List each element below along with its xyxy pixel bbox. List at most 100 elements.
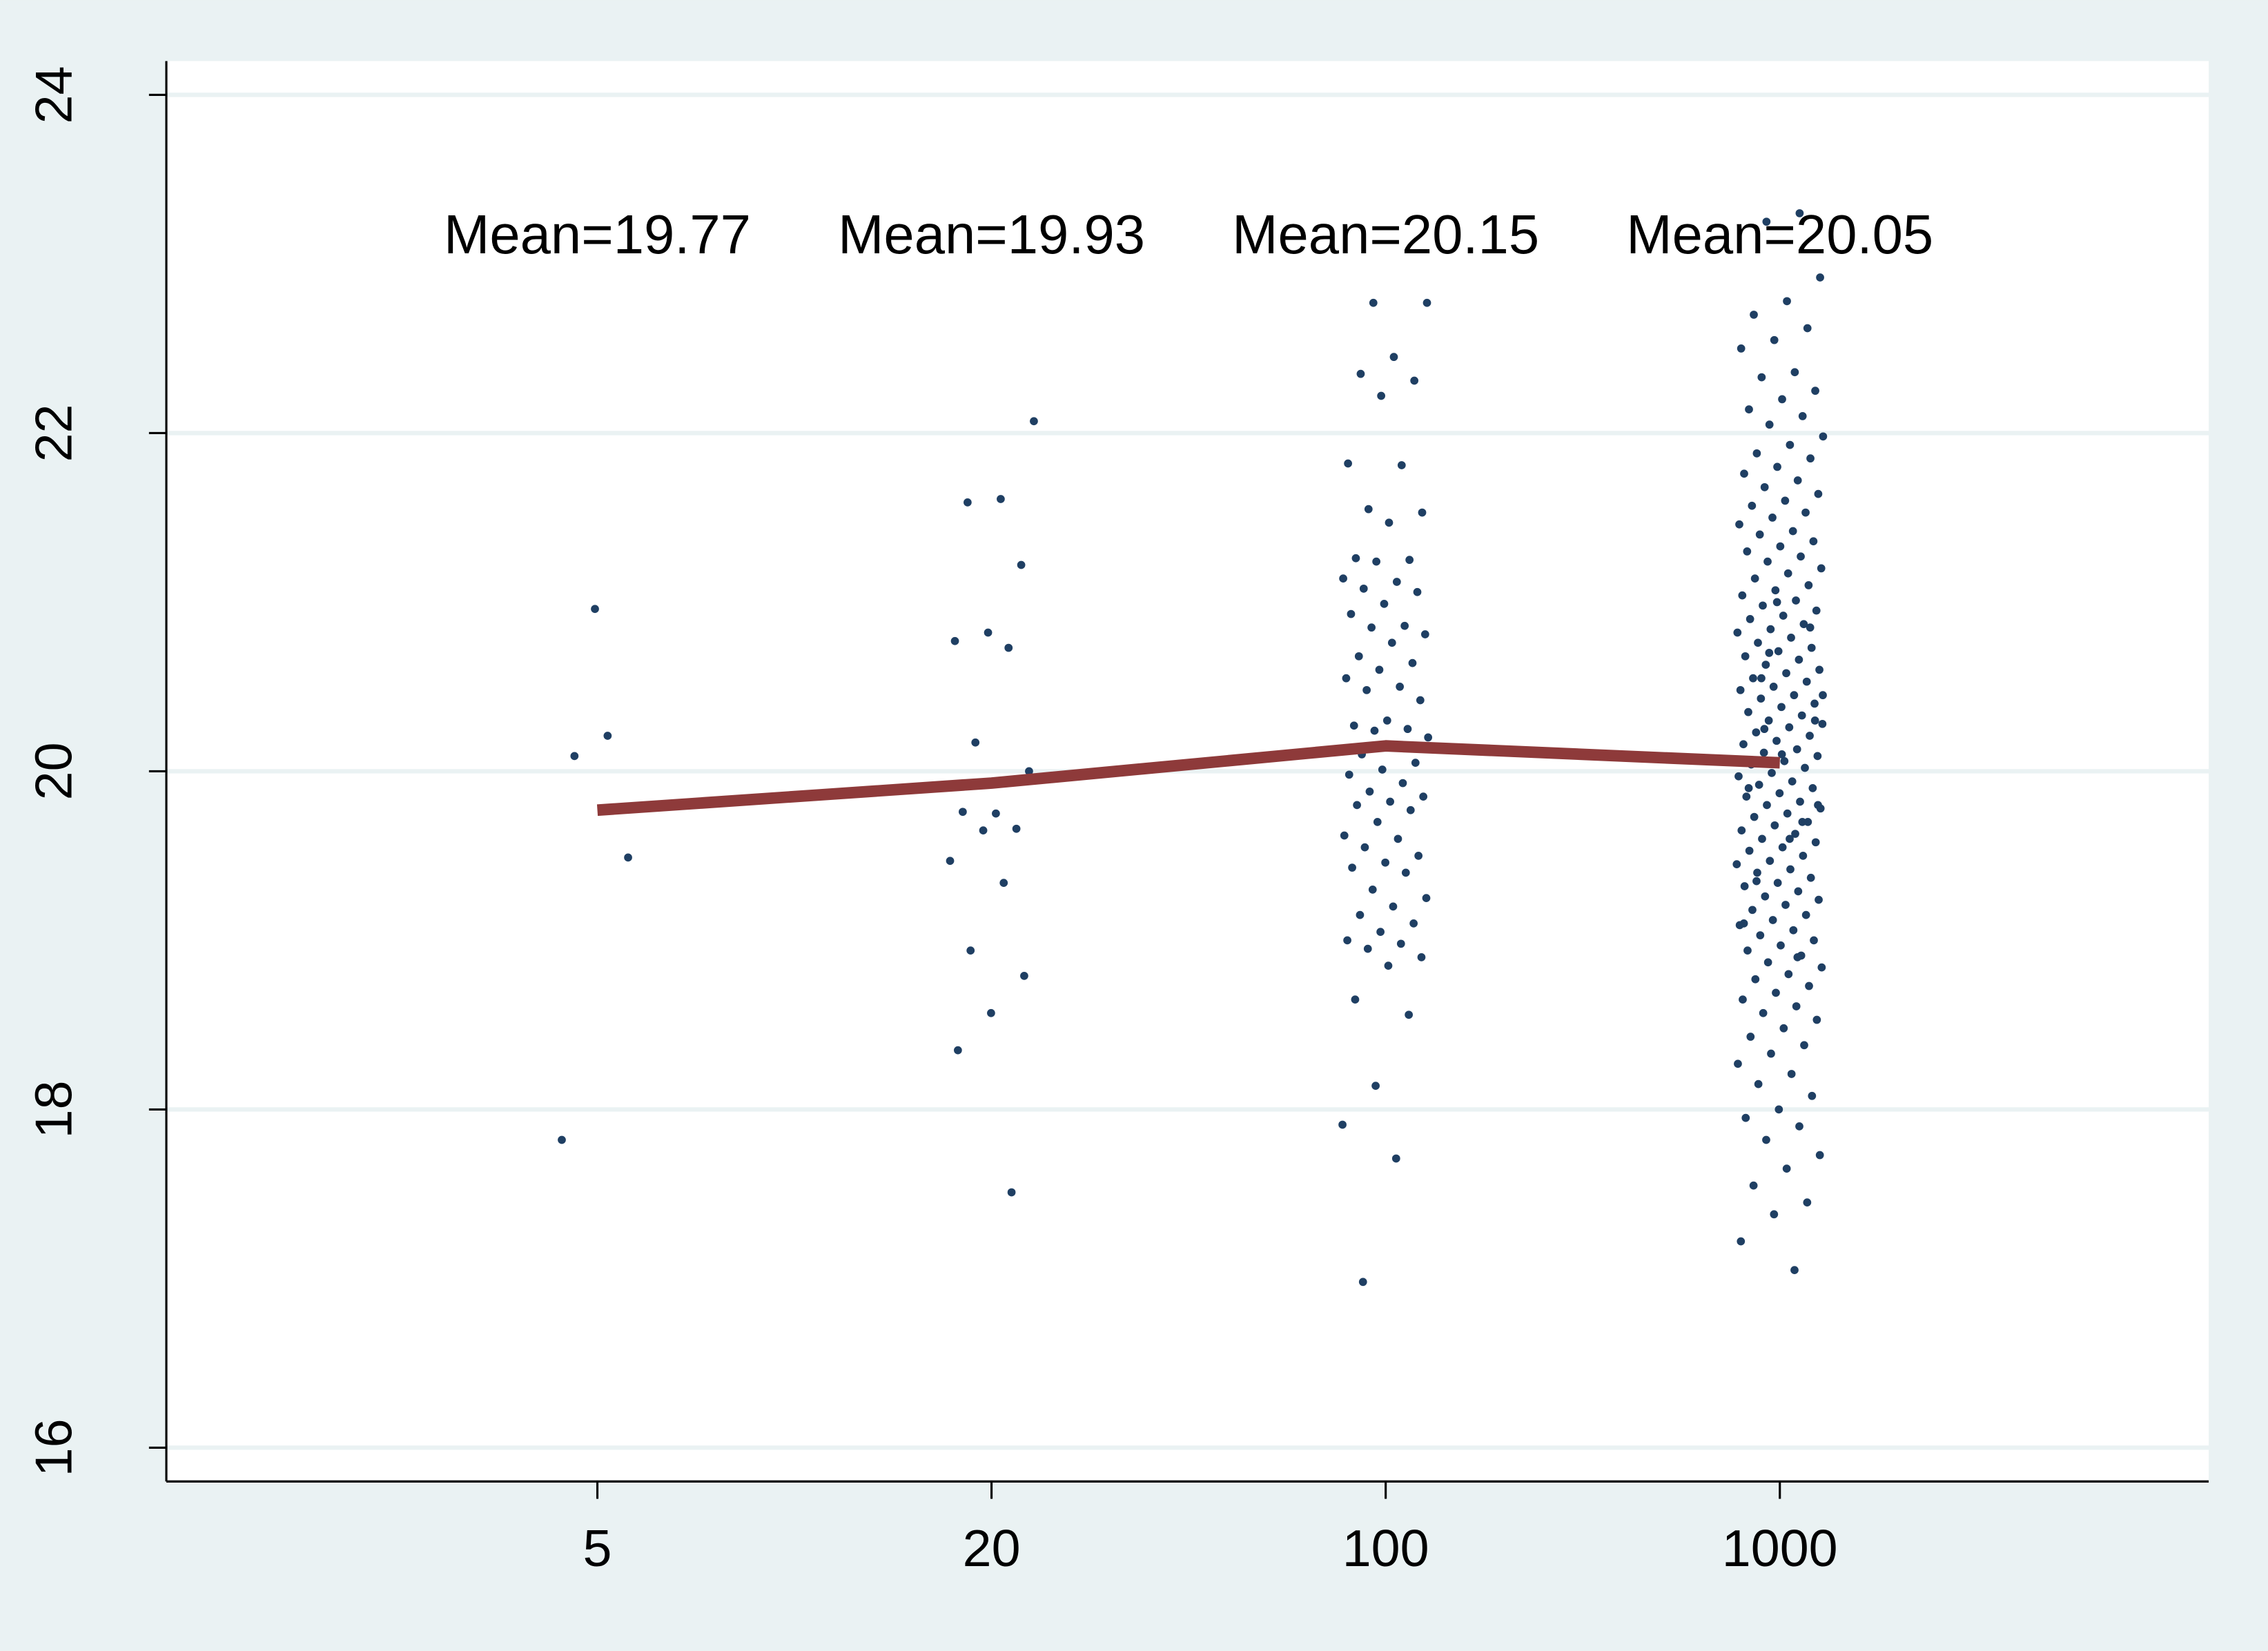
y-tick-label: 24 bbox=[25, 66, 83, 124]
data-point bbox=[1408, 658, 1417, 667]
data-point bbox=[1403, 725, 1412, 734]
data-point bbox=[1768, 916, 1777, 924]
data-point bbox=[1772, 736, 1781, 745]
data-point bbox=[946, 857, 955, 866]
data-point bbox=[1763, 557, 1772, 566]
data-point bbox=[1386, 797, 1394, 806]
data-point bbox=[1786, 440, 1795, 449]
data-point bbox=[1781, 496, 1790, 505]
data-point bbox=[1744, 707, 1752, 716]
data-point bbox=[1790, 368, 1799, 377]
data-point bbox=[1738, 591, 1747, 600]
data-point bbox=[1752, 877, 1761, 886]
data-point bbox=[1799, 852, 1808, 860]
data-point bbox=[1786, 834, 1794, 843]
data-point bbox=[1389, 353, 1398, 362]
data-point bbox=[1819, 691, 1827, 700]
data-point bbox=[1777, 703, 1786, 712]
data-point bbox=[1739, 919, 1748, 928]
data-point bbox=[1768, 768, 1776, 777]
data-point bbox=[624, 853, 632, 862]
data-point bbox=[1759, 1008, 1768, 1017]
data-point bbox=[1760, 725, 1769, 734]
data-point bbox=[1773, 879, 1782, 887]
y-tick-label: 22 bbox=[25, 404, 83, 462]
data-point bbox=[1417, 953, 1426, 961]
data-point bbox=[1792, 596, 1800, 605]
data-point bbox=[1795, 209, 1804, 217]
data-point bbox=[1356, 369, 1365, 378]
data-point bbox=[1814, 801, 1822, 810]
data-point bbox=[1030, 417, 1038, 426]
data-point bbox=[1409, 919, 1418, 928]
data-point bbox=[1778, 395, 1786, 404]
data-point bbox=[1752, 449, 1761, 458]
data-point bbox=[999, 879, 1008, 887]
data-point bbox=[1762, 217, 1771, 226]
data-point bbox=[1777, 750, 1786, 759]
y-tick-label: 20 bbox=[25, 742, 83, 800]
data-point bbox=[1770, 821, 1779, 830]
data-point bbox=[1775, 789, 1784, 798]
data-point bbox=[1759, 601, 1767, 610]
data-point bbox=[979, 826, 988, 835]
data-point bbox=[1365, 787, 1374, 796]
data-point bbox=[1776, 542, 1785, 551]
data-point bbox=[1340, 831, 1349, 840]
data-point bbox=[1755, 530, 1764, 539]
x-tick-label: 5 bbox=[583, 1519, 612, 1577]
data-point bbox=[1763, 958, 1772, 967]
data-point bbox=[1791, 830, 1799, 838]
data-point bbox=[1007, 1188, 1016, 1197]
data-point bbox=[1368, 886, 1377, 894]
data-point bbox=[1419, 792, 1428, 801]
data-point bbox=[1376, 928, 1385, 937]
data-point bbox=[1339, 574, 1347, 583]
data-point bbox=[1802, 677, 1811, 686]
data-point bbox=[1782, 669, 1790, 678]
data-point bbox=[1798, 818, 1807, 826]
data-point bbox=[950, 636, 959, 645]
data-point bbox=[959, 808, 967, 817]
data-point bbox=[1765, 420, 1774, 429]
data-point bbox=[1812, 606, 1821, 615]
data-point bbox=[1780, 756, 1789, 765]
data-point bbox=[1381, 858, 1389, 867]
data-point bbox=[1378, 765, 1387, 774]
data-point bbox=[1384, 961, 1393, 970]
data-point bbox=[1405, 1010, 1413, 1019]
data-point bbox=[1356, 910, 1365, 919]
data-point bbox=[1818, 719, 1827, 728]
data-point bbox=[1793, 476, 1802, 485]
data-point bbox=[1754, 781, 1763, 789]
data-point bbox=[1748, 906, 1757, 915]
data-point bbox=[1806, 623, 1815, 632]
data-point bbox=[1786, 865, 1795, 874]
data-point bbox=[1389, 902, 1398, 911]
data-point bbox=[1363, 944, 1372, 953]
data-point bbox=[1354, 652, 1363, 661]
data-point bbox=[1774, 647, 1783, 656]
data-point bbox=[1362, 685, 1371, 694]
data-point bbox=[964, 498, 972, 507]
data-point bbox=[1749, 674, 1757, 683]
data-point bbox=[1017, 560, 1026, 569]
data-point bbox=[1815, 895, 1823, 904]
data-point bbox=[1750, 812, 1759, 821]
data-point bbox=[1772, 988, 1780, 997]
data-point bbox=[1353, 801, 1361, 810]
data-point bbox=[1800, 1041, 1808, 1050]
data-point bbox=[1025, 767, 1033, 776]
data-point bbox=[1413, 587, 1422, 596]
data-point bbox=[1796, 797, 1804, 806]
data-point bbox=[1798, 412, 1807, 420]
data-point bbox=[1351, 554, 1360, 563]
data-point bbox=[966, 946, 975, 955]
data-point bbox=[1360, 843, 1369, 852]
mean-label: Mean=20.05 bbox=[1626, 204, 1933, 265]
data-point bbox=[1811, 387, 1819, 395]
data-point bbox=[1815, 665, 1824, 674]
data-point bbox=[1816, 273, 1824, 282]
data-point bbox=[1369, 298, 1378, 307]
